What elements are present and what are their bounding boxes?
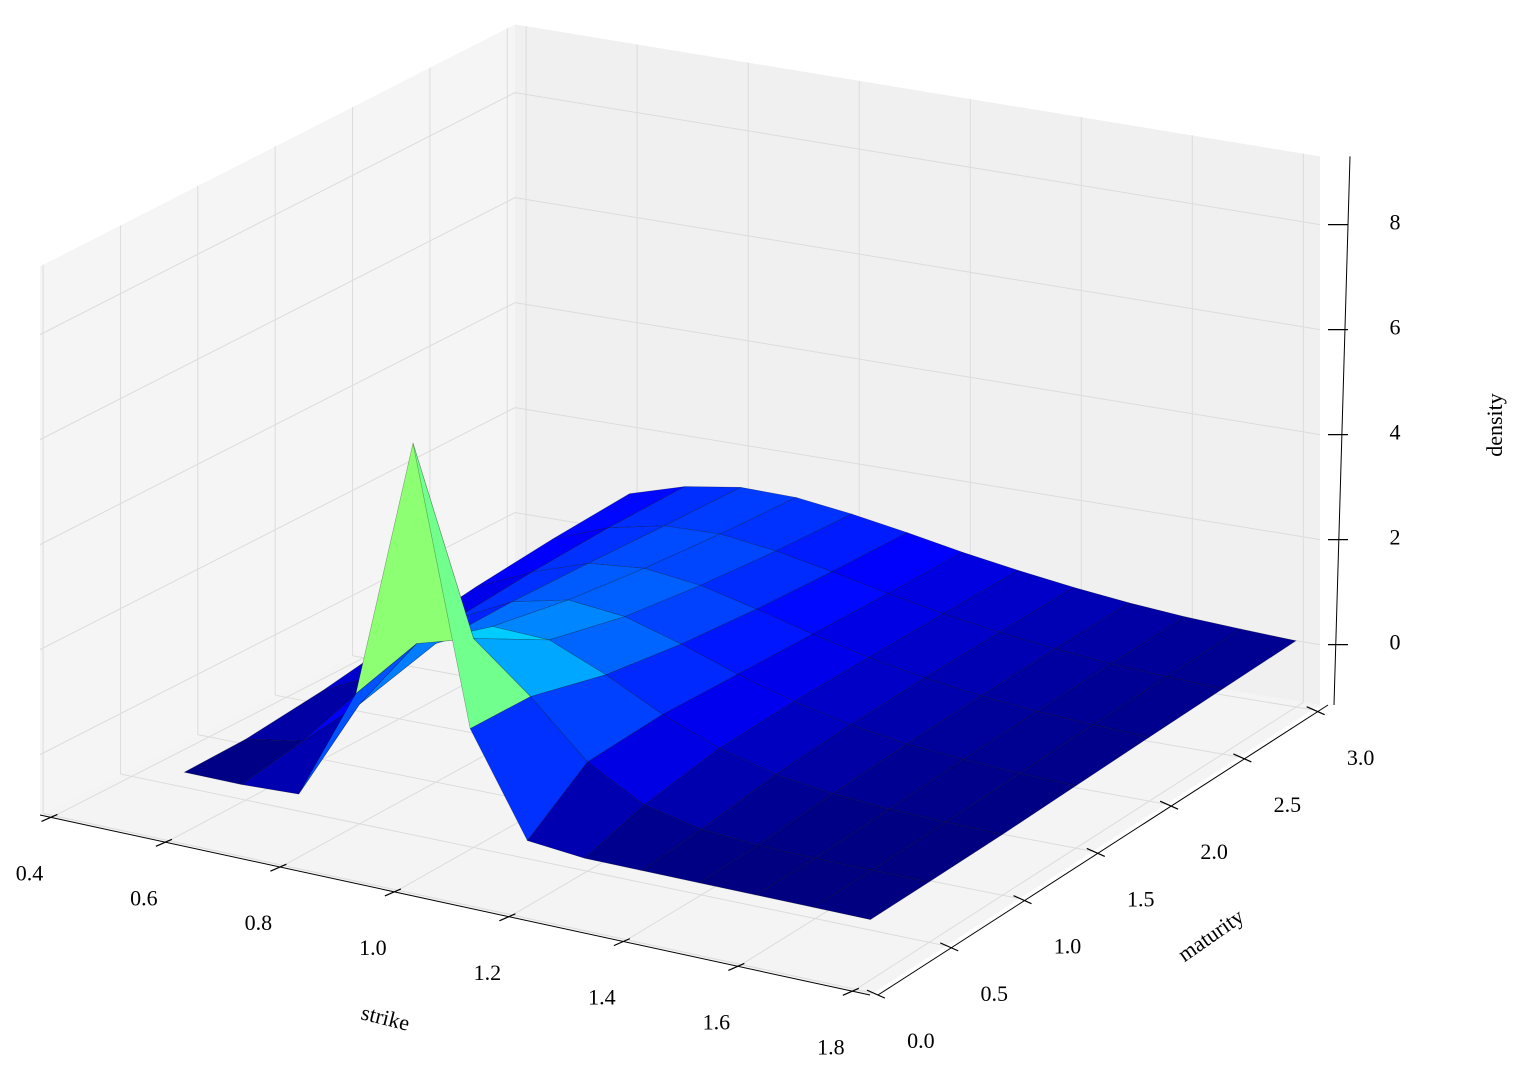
grid-line <box>514 407 1321 541</box>
x-tick-label: 1.6 <box>703 1009 731 1034</box>
z-tick-label: 2 <box>1390 525 1401 550</box>
y-tick <box>1086 847 1106 857</box>
grid-line <box>120 773 947 947</box>
grid-line <box>514 92 1321 226</box>
y-tick-label: 0.0 <box>907 1028 935 1053</box>
y-tick-label: 0.5 <box>980 981 1008 1006</box>
grid-line <box>852 701 1304 992</box>
z-tick-label: 6 <box>1390 315 1401 340</box>
x-tick <box>41 813 58 823</box>
z-tick-label: 0 <box>1390 630 1401 655</box>
y-tick-label: 2.5 <box>1274 792 1302 817</box>
z-axis-label: density <box>1482 393 1507 457</box>
x-tick <box>613 938 631 947</box>
y-tick-label: 1.0 <box>1054 934 1082 959</box>
surface <box>183 442 1297 920</box>
grid-line <box>39 92 516 336</box>
z-axis <box>1333 156 1351 706</box>
y-tick-label: 2.0 <box>1200 839 1228 864</box>
surface-cell <box>945 773 1077 835</box>
x-tick-label: 1.8 <box>817 1034 845 1059</box>
x-tick <box>728 962 745 971</box>
x-axis <box>39 814 871 996</box>
grid-line <box>39 302 516 546</box>
grid-line <box>39 407 516 651</box>
grid-line <box>39 197 516 441</box>
x-tick-label: 1.4 <box>588 985 616 1010</box>
x-tick <box>499 913 516 922</box>
x-tick <box>155 838 173 847</box>
y-tick <box>1306 706 1325 716</box>
surface-cell <box>812 869 930 920</box>
y-tick-label: 3.0 <box>1347 745 1375 770</box>
grid-line <box>514 197 1321 331</box>
x-tick-label: 0.8 <box>245 910 273 935</box>
x-tick <box>270 863 287 872</box>
x-tick <box>384 888 402 897</box>
grid-line <box>42 812 874 994</box>
x-axis-label: strike <box>359 1000 412 1036</box>
x-tick-label: 1.2 <box>474 960 502 985</box>
y-tick <box>939 942 959 952</box>
z-tick-label: 4 <box>1390 420 1401 445</box>
x-tick-label: 0.4 <box>16 861 44 886</box>
y-tick <box>866 989 886 999</box>
y-tick <box>1233 753 1252 763</box>
y-tick <box>1159 800 1179 810</box>
x-tick <box>842 987 860 996</box>
x-tick-label: 1.0 <box>359 935 387 960</box>
y-tick-label: 1.5 <box>1127 886 1155 911</box>
y-axis <box>877 704 1329 996</box>
z-tick-label: 8 <box>1390 210 1401 235</box>
surface-cell <box>1166 628 1297 690</box>
y-tick <box>1013 895 1032 905</box>
y-axis-label: maturity <box>1173 903 1248 966</box>
x-tick-label: 0.6 <box>130 885 158 910</box>
grid-line <box>514 302 1321 436</box>
axes: 0.4 0.6 0.8 1.0 1.2 1.4 1.6 1.8 0.0 0.5 1.0 1.5 2.0 2… <box>16 156 1401 1059</box>
